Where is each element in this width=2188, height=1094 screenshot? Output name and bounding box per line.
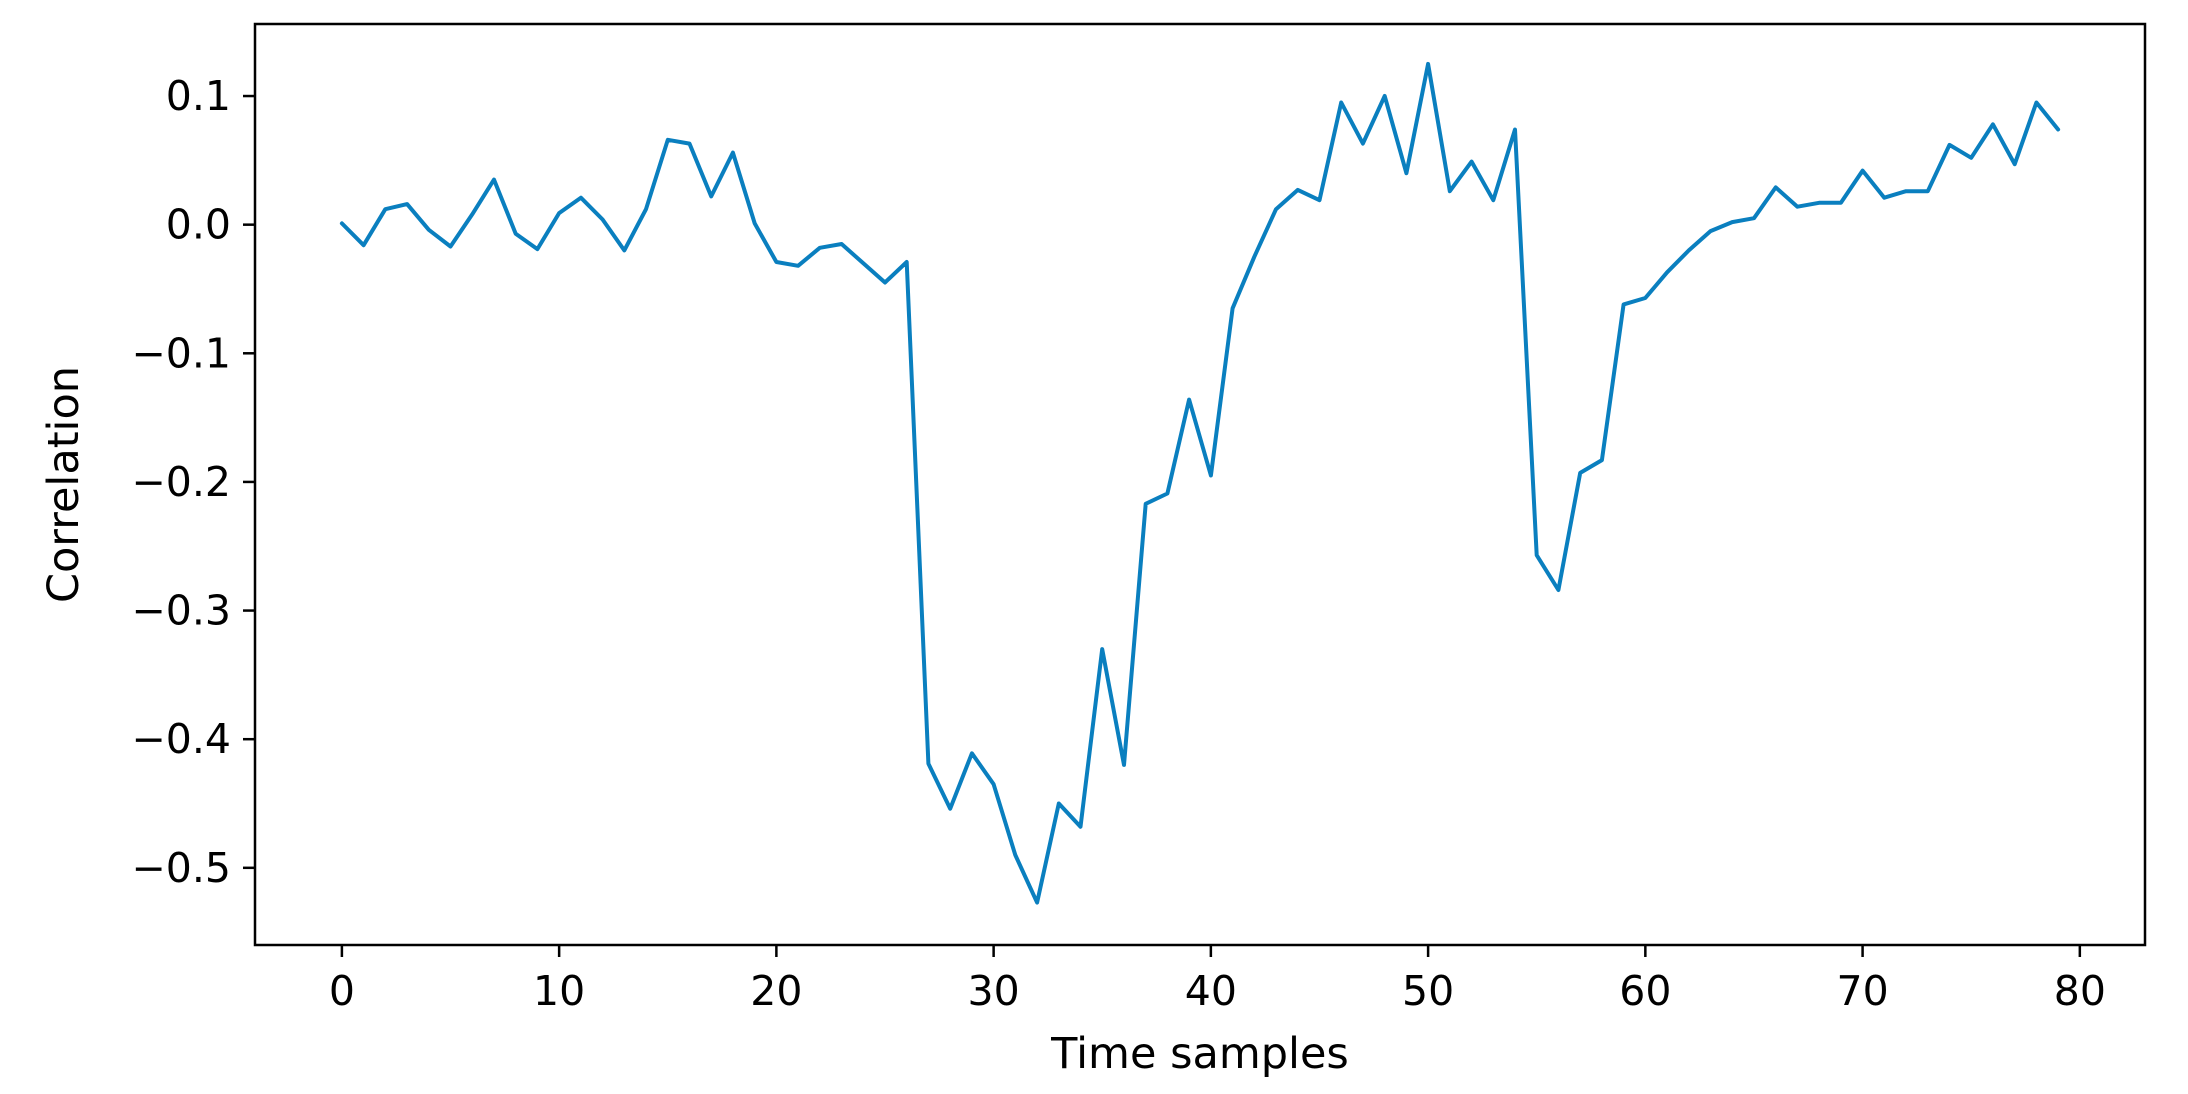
x-tick-label: 10 xyxy=(533,967,585,1015)
x-tick-label: 0 xyxy=(329,967,355,1015)
plot-area-frame xyxy=(253,22,2147,947)
x-tick-label: 50 xyxy=(1402,967,1454,1015)
y-tick-label: 0.0 xyxy=(166,201,231,249)
y-tick-label: −0.5 xyxy=(131,844,231,892)
x-tick-label: 80 xyxy=(2054,967,2106,1015)
y-tick-label: −0.1 xyxy=(131,329,231,377)
y-tick-label: −0.4 xyxy=(131,715,231,763)
x-tick-label: 40 xyxy=(1185,967,1237,1015)
x-axis-label: Time samples xyxy=(1050,1029,1349,1079)
series-line xyxy=(339,61,2061,905)
y-tick-label: −0.2 xyxy=(131,458,231,506)
x-tick-label: 30 xyxy=(968,967,1020,1015)
y-tick-label: −0.3 xyxy=(131,587,231,635)
y-axis-ticks: 0.1 0.0 −0.1 −0.2 −0.3 −0.4 −0.5 xyxy=(131,72,255,892)
y-tick-label: 0.1 xyxy=(166,72,231,120)
x-tick-label: 70 xyxy=(1837,967,1889,1015)
x-axis-ticks: 0 10 20 30 40 50 60 70 80 xyxy=(329,945,2106,1015)
x-tick-label: 20 xyxy=(750,967,802,1015)
y-axis-label: Correlation xyxy=(39,366,89,603)
x-tick-label: 60 xyxy=(1619,967,1671,1015)
